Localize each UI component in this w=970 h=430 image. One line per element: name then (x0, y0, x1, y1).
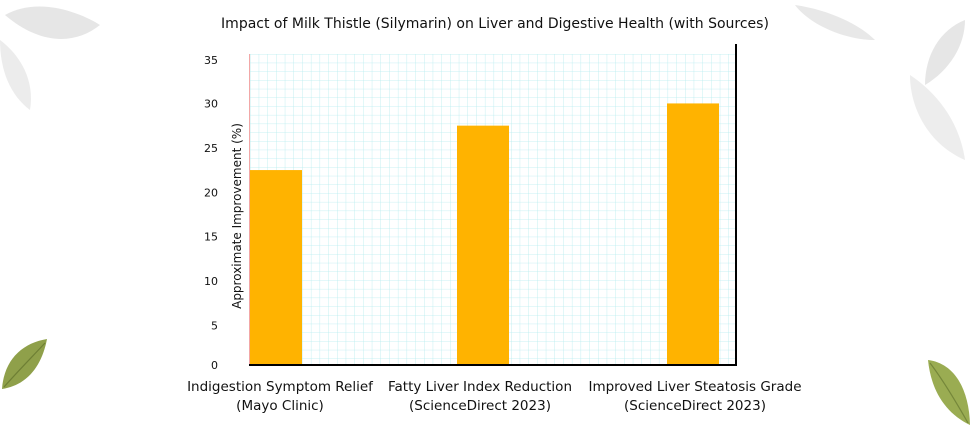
leaf-decoration-top-right-icon (795, 5, 965, 160)
bar-1 (457, 125, 509, 366)
y-tick-label-0: 0 (211, 359, 218, 372)
category-label-2: Improved Liver Steatosis Grade (ScienceD… (588, 379, 802, 414)
y-tick-label-15: 15 (204, 231, 218, 244)
y-tick-label-10: 10 (204, 275, 218, 288)
category-label-0: Indigestion Symptom Relief (Mayo Clinic) (187, 379, 373, 414)
y-axis-label: Approximate Improvement (%) (230, 123, 244, 309)
leaf-decoration-bottom-left-icon (2, 339, 47, 389)
y-tick-label-30: 30 (204, 97, 218, 110)
chart-title: Impact of Milk Thistle (Silymarin) on Li… (221, 16, 769, 32)
category-label-1: Fatty Liver Index Reduction (ScienceDire… (387, 379, 573, 414)
leaf-decoration-bottom-right-icon (928, 360, 970, 425)
bars (250, 103, 719, 366)
bar-2 (667, 103, 719, 365)
y-tick-label-25: 25 (204, 142, 218, 155)
y-tick-label-5: 5 (211, 320, 218, 333)
leaf-decoration-top-left-icon (0, 6, 100, 110)
bar-0 (250, 170, 302, 365)
y-tick-label-35: 35 (204, 54, 218, 67)
y-axis-ticks: 0 5 10 15 20 25 30 35 (204, 54, 218, 372)
y-tick-label-20: 20 (204, 186, 218, 199)
